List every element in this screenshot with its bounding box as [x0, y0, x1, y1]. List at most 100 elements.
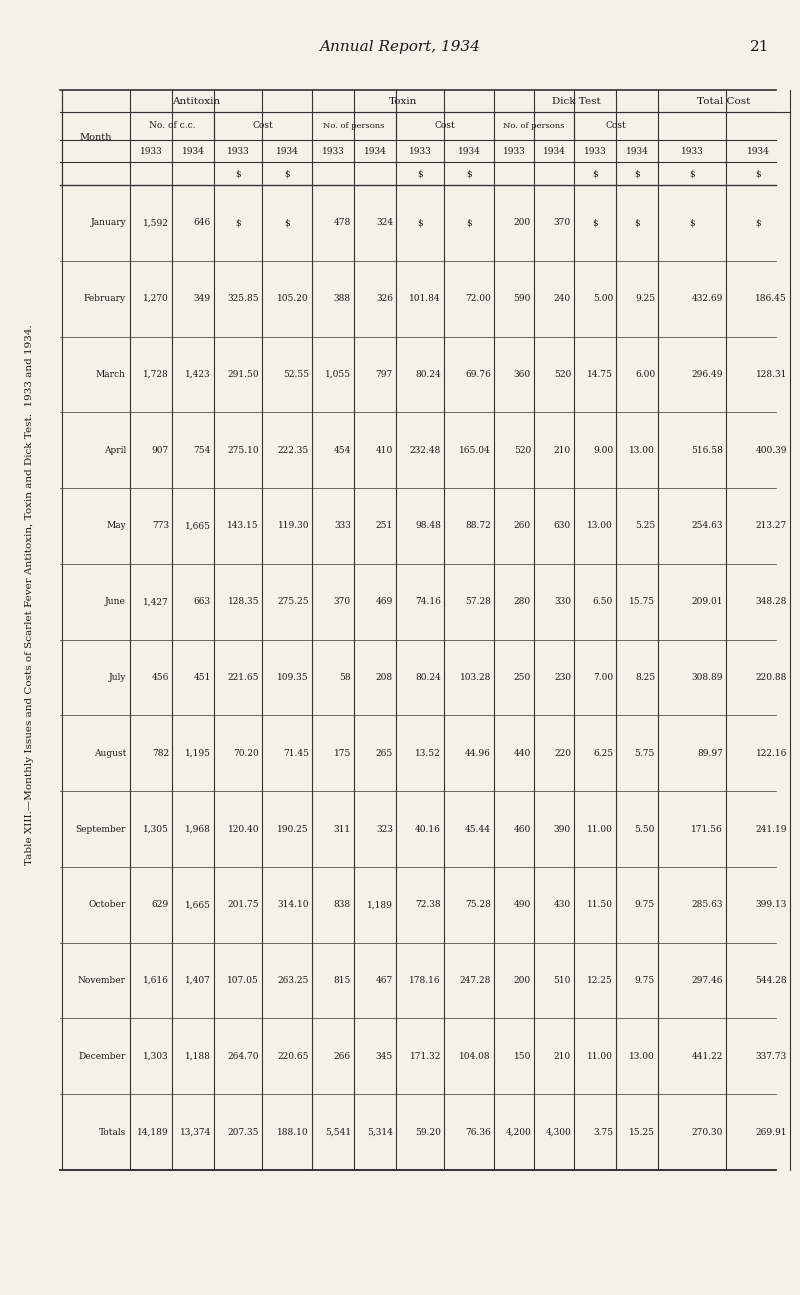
Text: 251: 251 — [376, 522, 393, 531]
Text: 120.40: 120.40 — [227, 825, 259, 834]
Text: 838: 838 — [334, 900, 351, 909]
Text: 21: 21 — [750, 40, 770, 54]
Text: Dick Test: Dick Test — [552, 97, 600, 105]
Text: 370: 370 — [554, 219, 571, 228]
Text: 1934: 1934 — [626, 146, 649, 155]
Text: 5.25: 5.25 — [634, 522, 655, 531]
Text: 209.01: 209.01 — [691, 597, 723, 606]
Text: 311: 311 — [334, 825, 351, 834]
Text: 104.08: 104.08 — [459, 1052, 491, 1061]
Text: 297.46: 297.46 — [691, 976, 723, 985]
Text: 210: 210 — [554, 1052, 571, 1061]
Text: 325.85: 325.85 — [227, 294, 259, 303]
Text: 5,541: 5,541 — [325, 1128, 351, 1137]
Text: 510: 510 — [554, 976, 571, 985]
Text: 171.56: 171.56 — [691, 825, 723, 834]
Text: $: $ — [417, 170, 423, 177]
Text: 178.16: 178.16 — [410, 976, 441, 985]
Text: 345: 345 — [376, 1052, 393, 1061]
Text: 207.35: 207.35 — [227, 1128, 259, 1137]
Text: 1933: 1933 — [502, 146, 526, 155]
Text: 15.75: 15.75 — [629, 597, 655, 606]
Text: 5,314: 5,314 — [367, 1128, 393, 1137]
Text: $: $ — [755, 219, 761, 228]
Text: Cost: Cost — [434, 122, 455, 131]
Text: No. of c.c.: No. of c.c. — [149, 122, 195, 131]
Text: 128.35: 128.35 — [227, 597, 259, 606]
Text: 57.28: 57.28 — [465, 597, 491, 606]
Text: 1,188: 1,188 — [185, 1052, 211, 1061]
Text: 907: 907 — [152, 445, 169, 455]
Text: Total Cost: Total Cost — [698, 97, 750, 105]
Text: 324: 324 — [376, 219, 393, 228]
Text: 9.75: 9.75 — [634, 976, 655, 985]
Text: 1934: 1934 — [542, 146, 566, 155]
Text: 80.24: 80.24 — [415, 370, 441, 379]
Text: 89.97: 89.97 — [697, 749, 723, 758]
Text: 58: 58 — [339, 673, 351, 682]
Text: 467: 467 — [376, 976, 393, 985]
Text: 1,665: 1,665 — [185, 522, 211, 531]
Text: 5.50: 5.50 — [634, 825, 655, 834]
Text: 8.25: 8.25 — [635, 673, 655, 682]
Text: 1,728: 1,728 — [143, 370, 169, 379]
Text: 544.28: 544.28 — [755, 976, 787, 985]
Text: 119.30: 119.30 — [278, 522, 309, 531]
Text: 265: 265 — [376, 749, 393, 758]
Text: 1934: 1934 — [746, 146, 770, 155]
Text: 266: 266 — [334, 1052, 351, 1061]
Text: 15.25: 15.25 — [629, 1128, 655, 1137]
Text: 754: 754 — [194, 445, 211, 455]
Text: $: $ — [634, 170, 640, 177]
Text: $: $ — [592, 170, 598, 177]
Text: April: April — [104, 445, 126, 455]
Text: 1934: 1934 — [363, 146, 386, 155]
Text: 75.28: 75.28 — [465, 900, 491, 909]
Text: 74.16: 74.16 — [415, 597, 441, 606]
Text: 6.50: 6.50 — [593, 597, 613, 606]
Text: 1933: 1933 — [140, 146, 162, 155]
Text: 441.22: 441.22 — [692, 1052, 723, 1061]
Text: 269.91: 269.91 — [755, 1128, 787, 1137]
Text: 220.65: 220.65 — [278, 1052, 309, 1061]
Text: 432.69: 432.69 — [692, 294, 723, 303]
Text: 646: 646 — [194, 219, 211, 228]
Text: 9.00: 9.00 — [593, 445, 613, 455]
Text: 5.00: 5.00 — [593, 294, 613, 303]
Text: 291.50: 291.50 — [227, 370, 259, 379]
Text: 1,616: 1,616 — [143, 976, 169, 985]
Text: 44.96: 44.96 — [465, 749, 491, 758]
Text: 188.10: 188.10 — [278, 1128, 309, 1137]
Text: July: July — [109, 673, 126, 682]
Text: 221.65: 221.65 — [227, 673, 259, 682]
Text: 45.44: 45.44 — [465, 825, 491, 834]
Text: 109.35: 109.35 — [278, 673, 309, 682]
Text: 333: 333 — [334, 522, 351, 531]
Text: 1,427: 1,427 — [143, 597, 169, 606]
Text: 663: 663 — [194, 597, 211, 606]
Text: No. of persons: No. of persons — [323, 122, 385, 130]
Text: 220: 220 — [554, 749, 571, 758]
Text: 520: 520 — [554, 370, 571, 379]
Text: 388: 388 — [334, 294, 351, 303]
Text: 105.20: 105.20 — [278, 294, 309, 303]
Text: 1,423: 1,423 — [186, 370, 211, 379]
Text: 4,300: 4,300 — [546, 1128, 571, 1137]
Text: 260: 260 — [514, 522, 531, 531]
Text: January: January — [90, 219, 126, 228]
Text: Totals: Totals — [98, 1128, 126, 1137]
Text: 12.25: 12.25 — [587, 976, 613, 985]
Text: February: February — [84, 294, 126, 303]
Text: 165.04: 165.04 — [459, 445, 491, 455]
Text: Toxin: Toxin — [389, 97, 417, 105]
Text: 370: 370 — [334, 597, 351, 606]
Text: 13.00: 13.00 — [630, 445, 655, 455]
Text: 399.13: 399.13 — [756, 900, 787, 909]
Text: 263.25: 263.25 — [278, 976, 309, 985]
Text: 1,407: 1,407 — [185, 976, 211, 985]
Text: 1,592: 1,592 — [143, 219, 169, 228]
Text: 13.52: 13.52 — [415, 749, 441, 758]
Text: 440: 440 — [514, 749, 531, 758]
Text: $: $ — [689, 170, 695, 177]
Text: 175: 175 — [334, 749, 351, 758]
